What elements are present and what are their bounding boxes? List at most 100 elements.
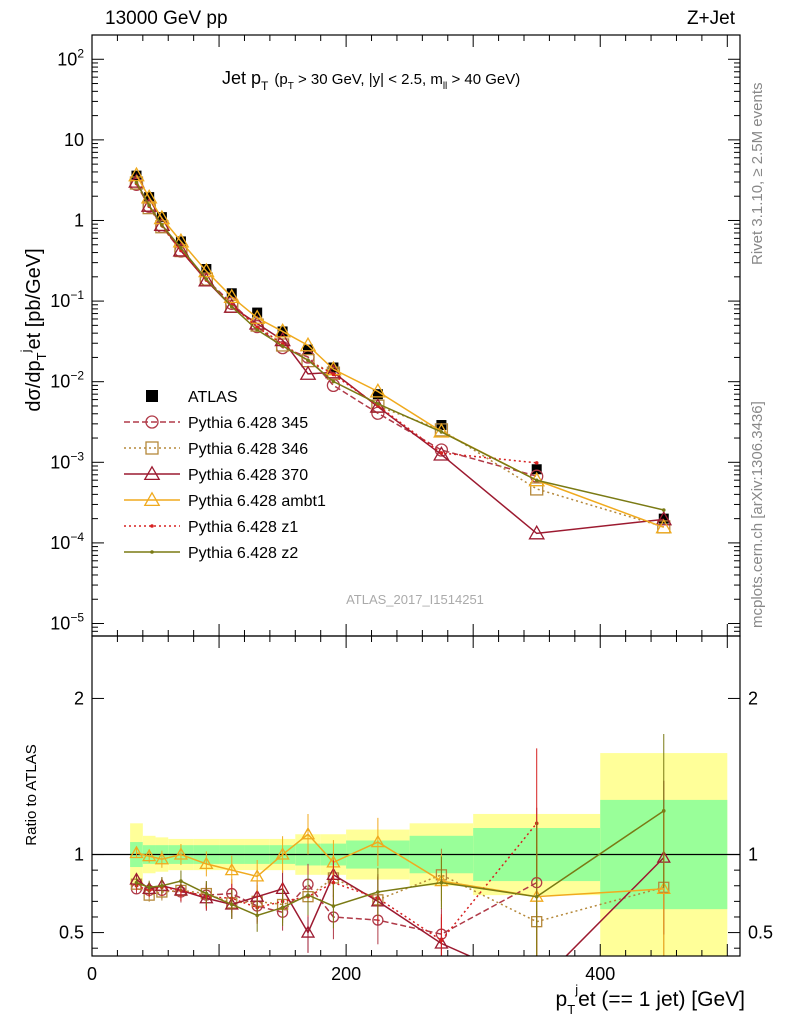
rivet-label: Rivet 3.1.10, ≥ 2.5M events [749, 83, 766, 266]
y-tick-label: 1 [74, 210, 84, 230]
ratio-tick-label: 0.5 [59, 923, 84, 943]
mc-point [134, 180, 139, 185]
ratio-y-label: Ratio to ATLAS [23, 744, 40, 845]
mc-point [369, 382, 387, 398]
ratio-tick-label-right: 2 [748, 688, 758, 708]
mc-point [534, 478, 539, 483]
mc-point [229, 304, 234, 309]
ylabel-sup: j [18, 349, 33, 353]
ratio-point [179, 879, 183, 883]
ratio-point [134, 880, 139, 885]
mc-point [128, 166, 145, 182]
mc-point [306, 358, 310, 362]
mc-point [439, 430, 444, 434]
xlabel-sub: T [567, 1002, 575, 1017]
mc-point [530, 482, 544, 496]
ratio-point [229, 902, 234, 907]
ratio-point [147, 885, 151, 890]
atlas-point [658, 513, 669, 524]
ratio-point [300, 826, 316, 840]
ratio-point [199, 856, 214, 870]
legend-label: Pythia 6.428 z1 [188, 519, 298, 536]
x-tick-label: 400 [585, 964, 615, 984]
ratio-point [224, 862, 239, 876]
atlas-point [252, 307, 263, 318]
ylabel-sub: T [34, 352, 49, 360]
mc-point [331, 379, 336, 384]
mc-point [274, 322, 291, 338]
title-cond-sub: T [288, 81, 294, 92]
title-main: Jet p [222, 68, 261, 88]
mc-point [204, 277, 209, 281]
mc-point [376, 401, 380, 406]
ratio-point [275, 847, 290, 860]
title-cond2: > 30 GeV, |y| < 2.5, m [294, 71, 443, 88]
y-tick-label: 10−2 [50, 369, 84, 392]
ratio-bands [92, 753, 740, 956]
ratio-point [160, 883, 164, 888]
x-tick-label: 200 [331, 964, 361, 984]
svg-text:pTjet (== 1 jet) [GeV]: pTjet (== 1 jet) [GeV] [556, 982, 745, 1017]
legend-marker [150, 524, 154, 528]
xlabel-rest: et (== 1 jet) [GeV] [578, 988, 745, 1011]
header-right: Z+Jet [687, 8, 736, 29]
ratio-point [255, 913, 259, 918]
ratio-series [129, 733, 671, 991]
legend-marker [150, 550, 154, 554]
y-axis-label: dσ/dpTjet [pb/GeV] [18, 248, 49, 411]
ratio-point [531, 980, 543, 991]
title-cond: (p [274, 71, 287, 88]
mc-point [299, 365, 317, 380]
mc-point [198, 271, 215, 287]
main-line [135, 182, 664, 511]
mc-point [530, 469, 544, 483]
atlas-point [372, 389, 383, 400]
title-sub: T [261, 79, 269, 93]
ratio-point [173, 847, 189, 860]
mc-point [255, 325, 259, 329]
atlas-point [303, 344, 313, 355]
y-tick-label: 10−4 [50, 530, 84, 553]
mc-point [155, 220, 169, 234]
ratio-tick-label: 1 [74, 845, 84, 865]
mc-point [248, 309, 266, 324]
ratio-point [300, 925, 316, 938]
main-line [135, 183, 537, 477]
ratio-point [129, 845, 144, 859]
mc-point [439, 451, 444, 455]
mc-point [172, 242, 190, 257]
ratio-point [376, 890, 380, 894]
mcplots-label: mcplots.cern.ch [arXiv:1306.3436] [749, 401, 766, 628]
mc-point [179, 246, 183, 250]
legend-marker [143, 465, 161, 481]
ratio-point [661, 809, 666, 813]
ratio-point [370, 834, 386, 848]
mc-point [655, 518, 673, 534]
ratio-point [250, 869, 265, 882]
xlabel-main: p [556, 988, 568, 1011]
legend-marker [146, 390, 158, 402]
mc-point [331, 372, 336, 377]
mc-point [655, 510, 673, 526]
legend-label: Pythia 6.428 370 [188, 467, 308, 484]
y-tick-label: 102 [57, 46, 84, 69]
mc-point [534, 461, 539, 465]
mc-point [147, 203, 151, 208]
ylabel-rest: et [pb/GeV] [23, 248, 45, 349]
ratio-line [136, 810, 665, 917]
mc-point [280, 344, 285, 348]
ratio-point [656, 881, 671, 895]
legend-label: ATLAS [188, 389, 238, 406]
mc-point [140, 188, 158, 204]
ratio-point [331, 880, 336, 885]
ratio-point [306, 893, 310, 897]
ratio-tick-label: 2 [74, 688, 84, 708]
legend-label: Pythia 6.428 346 [188, 441, 308, 458]
ratio-point [280, 905, 285, 910]
atlas-point [531, 464, 542, 475]
mc-point [528, 471, 546, 487]
legend-label: Pythia 6.428 345 [188, 415, 308, 432]
mc-point [198, 262, 215, 278]
atlas-point [201, 264, 212, 275]
